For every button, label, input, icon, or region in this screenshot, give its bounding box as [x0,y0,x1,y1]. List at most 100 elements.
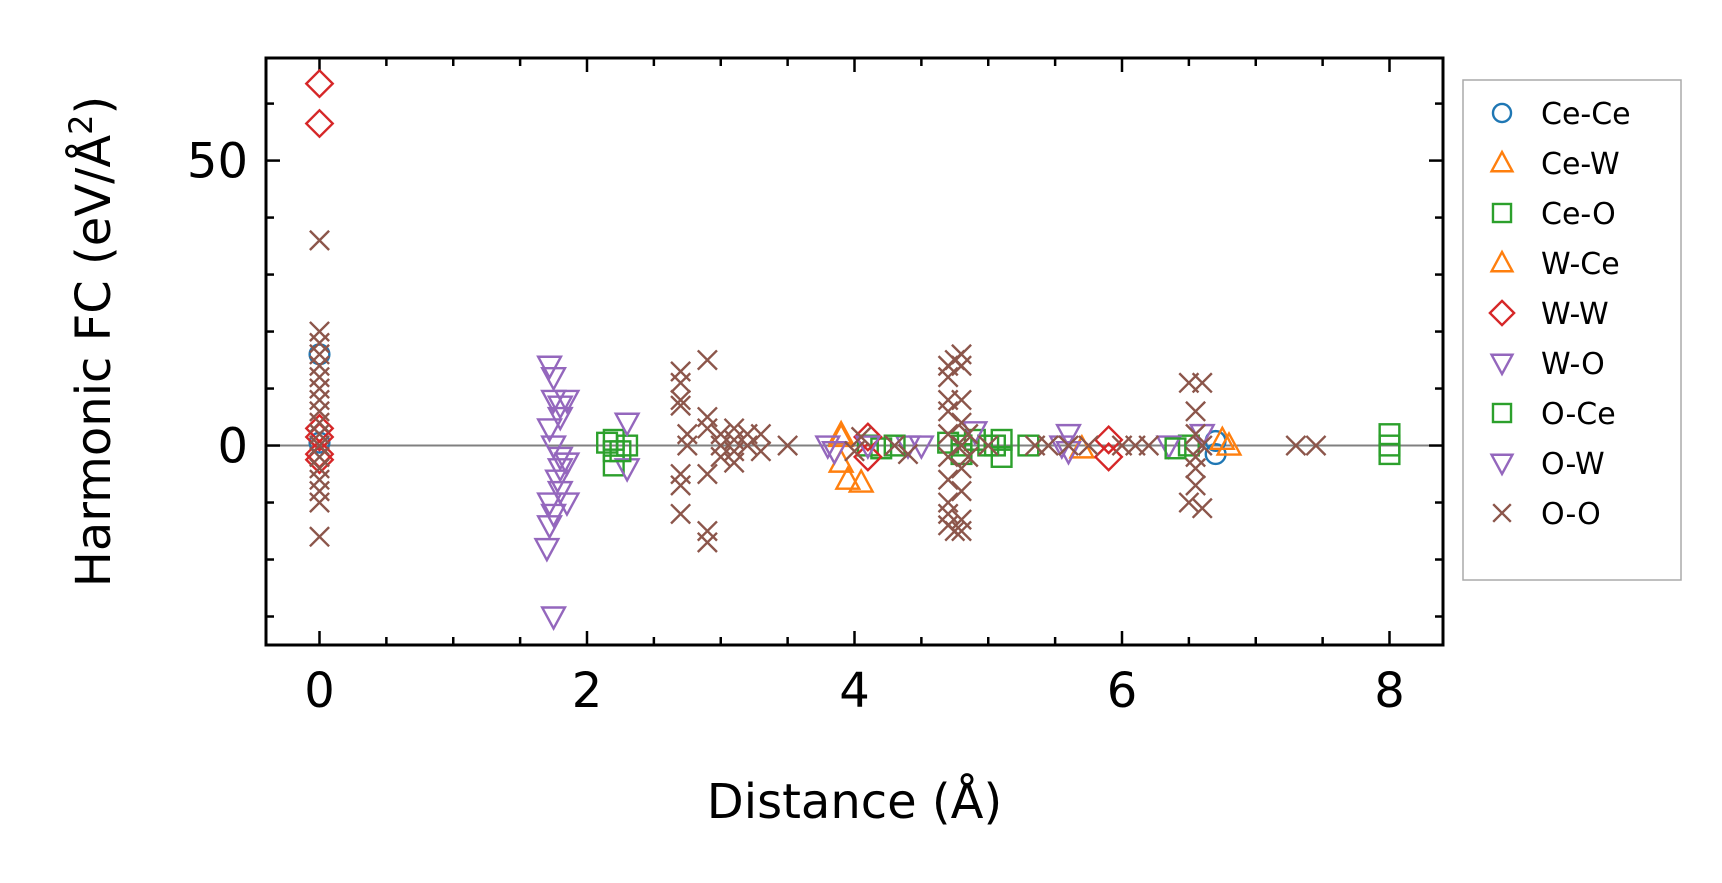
point-o-o [1191,372,1213,394]
point-o-o [1037,435,1059,456]
point-o-o [1078,435,1100,456]
point-o-o [957,423,979,445]
point-o-o [309,457,330,479]
point-w-o [536,515,563,540]
point-o-o [951,389,972,411]
point-o-o [937,492,959,513]
legend-label: Ce-W [1541,147,1620,182]
legend-entry-o-w: O-W [1489,447,1605,482]
point-o-o [309,355,330,377]
point-w-o [540,606,567,632]
point-o-w [553,492,581,518]
point-o-w [553,389,581,415]
point-ce-w [1215,431,1243,456]
point-o-o [670,474,692,496]
point-o-o [937,423,959,445]
y-axis-label-superscript: 2 [62,114,100,134]
point-o-o [1185,423,1207,445]
point-o-o [951,520,972,542]
legend-label: W-W [1541,297,1609,332]
legend-marker [1491,202,1513,224]
point-o-o [309,343,330,365]
point-o-o [710,446,732,468]
legend-entry-o-o: O-O [1492,497,1601,532]
x-tick-label: 8 [1374,663,1405,719]
series-w-o [533,355,1183,632]
legend-label: O-Ce [1541,397,1616,432]
point-o-o [309,229,330,251]
point-o-o [696,463,718,485]
point-o-w [821,441,848,466]
point-ce-o [602,428,625,451]
point-o-o [696,406,718,428]
legend-label: O-O [1541,497,1601,532]
legend-entry-w-w: W-W [1488,297,1609,332]
point-o-o [670,389,692,411]
point-w-o [814,435,842,461]
point-ce-o [602,440,625,463]
point-o-ce [609,440,632,463]
point-o-o [1058,435,1079,456]
x-axis-label: Distance (Å) [707,773,1002,830]
y-axis-label-close: ) [66,96,122,115]
point-w-ce [1208,425,1236,451]
legend: Ce-Ce Ce-W Ce-O W-Ce W-W W-O O-Ce O-W O-O [1462,79,1682,581]
point-o-o [309,492,330,513]
point-o-o [696,531,718,553]
point-o-o [676,435,698,456]
series-o-ce [596,431,1187,463]
legend-label: W-O [1541,347,1605,382]
point-o-o [723,452,745,474]
legend-label: O-W [1541,447,1605,482]
point-o-o [309,389,330,411]
point-o-o [937,469,959,491]
point-o-o [309,526,330,548]
point-w-w [1093,442,1124,472]
point-w-o [533,537,561,563]
plot-frame [264,56,1445,647]
x-tick-label: 2 [572,663,603,719]
legend-entry-w-o: W-O [1489,347,1605,382]
point-o-o [696,417,718,439]
point-o-o [897,443,919,465]
legend-entry-w-ce: W-Ce [1489,247,1620,282]
x-tick-label: 0 [304,663,335,719]
point-w-w [852,442,883,472]
point-o-o [309,400,330,422]
point-o-o [951,355,972,377]
legend-marker [1489,353,1515,377]
legend-label: Ce-Ce [1541,97,1631,132]
point-ce-o [990,445,1013,468]
point-o-o [951,435,972,456]
point-o-o [309,332,330,354]
point-o-o [951,480,972,502]
x-tick-label: 6 [1107,663,1138,719]
point-o-o [309,366,330,388]
legend-entry-ce-o: Ce-O [1491,197,1616,232]
point-o-ce [950,434,973,457]
legend-entry-ce-w: Ce-W [1489,147,1620,182]
point-o-o [670,395,692,417]
point-o-o [696,520,718,542]
point-w-w [852,422,883,452]
ticks-layer: 0 2 4 6 8 0 50 [187,58,1443,719]
y-axis-label-main: Harmonic FC (eV/Å [65,135,122,588]
point-w-o [540,366,567,392]
point-w-w [304,108,335,139]
point-o-o [670,463,692,485]
legend-marker [1488,299,1516,327]
legend-marker [1491,102,1513,124]
point-o-o [777,435,799,456]
point-o-o [937,366,959,388]
point-o-o [309,378,330,399]
point-o-ce [596,431,619,454]
point-o-o [850,426,872,448]
legend-entry-o-ce: O-Ce [1491,397,1616,432]
point-o-o [309,321,330,343]
point-o-w [553,452,581,478]
point-o-o [1191,435,1213,456]
point-o-o [1185,446,1207,468]
point-w-o [613,458,641,483]
legend-marker [1489,249,1515,273]
